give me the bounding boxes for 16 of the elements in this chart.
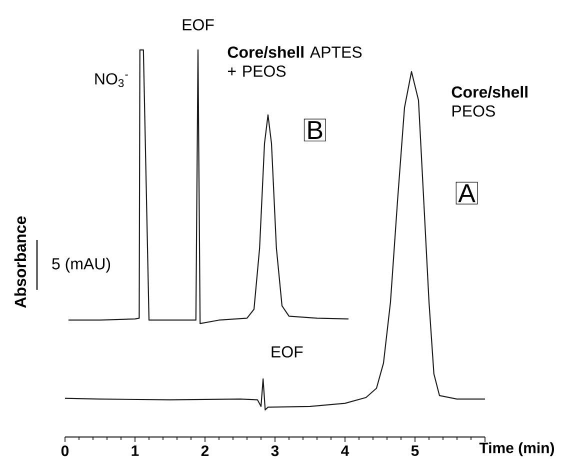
annotation: Core/shell PEOS <box>452 86 528 117</box>
x-tick-label: 4 <box>341 446 350 456</box>
y-axis-title: Absorbance <box>14 216 26 308</box>
x-tick-label: 0 <box>61 446 69 456</box>
annotation: EOF <box>182 19 214 30</box>
x-tick-label: 5 <box>411 446 419 456</box>
series-label: A <box>458 184 476 202</box>
annotation: NO$_{3}$- <box>95 73 128 88</box>
x-tick-label: 2 <box>201 446 209 456</box>
x-tick-label: 3 <box>271 446 279 456</box>
x-tick-label: 1 <box>132 446 139 456</box>
series-label: B <box>308 121 322 139</box>
annotation: 5 (mAU) <box>52 258 110 273</box>
x-axis-title: Time (min) <box>479 442 554 456</box>
annotation: EOF <box>272 346 303 358</box>
text: Core/shell APTES + PEOS <box>228 46 362 77</box>
